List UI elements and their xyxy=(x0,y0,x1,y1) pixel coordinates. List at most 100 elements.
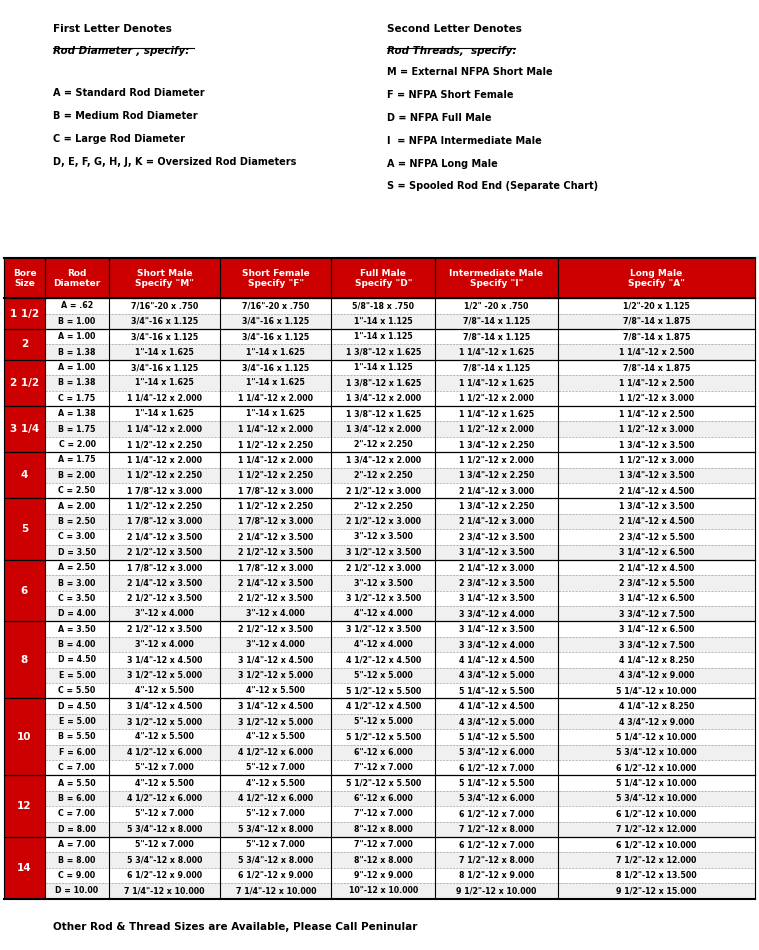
Text: 5 1/4"-12 x 10.000: 5 1/4"-12 x 10.000 xyxy=(616,686,697,695)
Text: A = 1.38: A = 1.38 xyxy=(58,409,96,418)
Text: 1"-14 x 1.625: 1"-14 x 1.625 xyxy=(135,378,194,388)
Bar xyxy=(45,760,755,775)
Text: 4 1/4"-12 x 4.500: 4 1/4"-12 x 4.500 xyxy=(458,656,534,664)
Text: 3 1/4"-12 x 6.500: 3 1/4"-12 x 6.500 xyxy=(619,594,694,603)
Text: 4 3/4"-12 x 5.000: 4 3/4"-12 x 5.000 xyxy=(458,671,534,680)
Text: 3 1/4"-12 x 3.500: 3 1/4"-12 x 3.500 xyxy=(458,625,534,634)
Text: Rod
Diameter: Rod Diameter xyxy=(53,269,101,288)
Text: 3 1/2"-12 x 5.000: 3 1/2"-12 x 5.000 xyxy=(238,717,313,726)
Text: 7/8"-14 x 1.125: 7/8"-14 x 1.125 xyxy=(463,317,530,326)
Text: 3"-12 x 3.500: 3"-12 x 3.500 xyxy=(354,579,413,587)
Text: 6 1/2"-12 x 9.000: 6 1/2"-12 x 9.000 xyxy=(238,871,313,880)
Text: 3 1/2"-12 x 5.000: 3 1/2"-12 x 5.000 xyxy=(127,671,202,680)
Bar xyxy=(4,775,45,837)
Text: Long Male
Specify "A": Long Male Specify "A" xyxy=(628,269,685,288)
Text: 1 1/4"-12 x 2.500: 1 1/4"-12 x 2.500 xyxy=(619,378,694,388)
Text: 7"-12 x 7.000: 7"-12 x 7.000 xyxy=(354,840,413,849)
Text: 4 1/2"-12 x 6.000: 4 1/2"-12 x 6.000 xyxy=(238,748,313,757)
Text: 1 7/8"-12 x 3.000: 1 7/8"-12 x 3.000 xyxy=(127,563,202,572)
Bar xyxy=(45,867,755,884)
Text: 2 1/2"-12 x 3.500: 2 1/2"-12 x 3.500 xyxy=(127,594,202,603)
Bar xyxy=(45,314,755,329)
Text: 6"-12 x 6.000: 6"-12 x 6.000 xyxy=(354,748,413,757)
Text: 10"-12 x 10.000: 10"-12 x 10.000 xyxy=(348,886,418,895)
Bar xyxy=(45,329,755,345)
Text: 4"-12 x 5.500: 4"-12 x 5.500 xyxy=(247,779,305,788)
Text: 3 1/2"-12 x 5.000: 3 1/2"-12 x 5.000 xyxy=(238,671,313,680)
Text: C = 2.50: C = 2.50 xyxy=(58,486,96,495)
Text: 2 1/4"-12 x 3.500: 2 1/4"-12 x 3.500 xyxy=(238,532,313,541)
Bar xyxy=(45,790,755,807)
Bar xyxy=(45,390,755,406)
Text: 2 1/4"-12 x 3.500: 2 1/4"-12 x 3.500 xyxy=(127,579,202,587)
Bar xyxy=(45,837,755,852)
Text: 5 1/4"-12 x 5.500: 5 1/4"-12 x 5.500 xyxy=(458,732,534,741)
Text: E = 5.00: E = 5.00 xyxy=(58,717,96,726)
Bar xyxy=(4,698,45,775)
Text: 2"-12 x 2.250: 2"-12 x 2.250 xyxy=(354,471,413,480)
Bar xyxy=(45,884,755,899)
Text: 5 3/4"-12 x 10.000: 5 3/4"-12 x 10.000 xyxy=(616,748,697,757)
Text: 3 3/4"-12 x 7.500: 3 3/4"-12 x 7.500 xyxy=(619,609,694,618)
Bar xyxy=(45,636,755,653)
Text: F = 6.00: F = 6.00 xyxy=(58,748,96,757)
Text: 5"-12 x 7.000: 5"-12 x 7.000 xyxy=(247,763,305,772)
Text: 5 1/2"-12 x 5.500: 5 1/2"-12 x 5.500 xyxy=(345,686,421,695)
Text: 1 1/4"-12 x 1.625: 1 1/4"-12 x 1.625 xyxy=(458,348,534,356)
Text: A = 5.50: A = 5.50 xyxy=(58,779,96,788)
Text: 1/2" -20 x .750: 1/2" -20 x .750 xyxy=(465,301,528,311)
Text: 7 1/2"-12 x 8.000: 7 1/2"-12 x 8.000 xyxy=(458,825,534,834)
Text: 10: 10 xyxy=(17,732,32,742)
Text: 2 1/4"-12 x 4.500: 2 1/4"-12 x 4.500 xyxy=(619,563,694,572)
Bar xyxy=(45,452,755,467)
Text: 1 3/8"-12 x 1.625: 1 3/8"-12 x 1.625 xyxy=(345,409,421,418)
Text: 7/8"-14 x 1.125: 7/8"-14 x 1.125 xyxy=(463,332,530,341)
Text: A = 7.00: A = 7.00 xyxy=(58,840,96,849)
Text: 1 7/8"-12 x 3.000: 1 7/8"-12 x 3.000 xyxy=(127,486,202,495)
Text: 1 7/8"-12 x 3.000: 1 7/8"-12 x 3.000 xyxy=(238,563,313,572)
Text: 1"-14 x 1.125: 1"-14 x 1.125 xyxy=(354,363,413,372)
Text: 5"-12 x 7.000: 5"-12 x 7.000 xyxy=(135,809,194,818)
Text: B = 2.50: B = 2.50 xyxy=(58,517,96,526)
Text: B = 1.75: B = 1.75 xyxy=(58,425,96,433)
Text: 1 3/4"-12 x 3.500: 1 3/4"-12 x 3.500 xyxy=(619,471,694,480)
Text: 5"-12 x 7.000: 5"-12 x 7.000 xyxy=(135,840,194,849)
Text: 1 3/4"-12 x 2.250: 1 3/4"-12 x 2.250 xyxy=(458,440,534,449)
Text: 3 1/4"-12 x 6.500: 3 1/4"-12 x 6.500 xyxy=(619,625,694,634)
Bar xyxy=(4,298,45,329)
Bar xyxy=(4,499,45,560)
Text: 5 3/4"-12 x 6.000: 5 3/4"-12 x 6.000 xyxy=(458,794,534,803)
Text: 6 1/2"-12 x 10.000: 6 1/2"-12 x 10.000 xyxy=(616,763,697,772)
Text: 3 3/4"-12 x 4.000: 3 3/4"-12 x 4.000 xyxy=(458,609,534,618)
Bar xyxy=(45,576,755,591)
Text: 3"-12 x 3.500: 3"-12 x 3.500 xyxy=(354,532,413,541)
Bar xyxy=(45,683,755,698)
Text: A = NFPA Long Male: A = NFPA Long Male xyxy=(387,159,498,169)
Text: 3"-12 x 4.000: 3"-12 x 4.000 xyxy=(135,640,194,649)
Text: B = 1.38: B = 1.38 xyxy=(58,378,96,388)
Text: 7/16"-20 x .750: 7/16"-20 x .750 xyxy=(242,301,310,311)
Text: 1 1/4"-12 x 2.500: 1 1/4"-12 x 2.500 xyxy=(619,348,694,356)
Text: 7 1/2"-12 x 12.000: 7 1/2"-12 x 12.000 xyxy=(616,856,697,864)
Bar xyxy=(4,560,45,621)
Text: 1 3/4"-12 x 3.500: 1 3/4"-12 x 3.500 xyxy=(619,502,694,510)
Bar xyxy=(4,360,45,406)
Text: 1 7/8"-12 x 3.000: 1 7/8"-12 x 3.000 xyxy=(238,486,313,495)
Text: 1 1/4"-12 x 2.000: 1 1/4"-12 x 2.000 xyxy=(238,425,313,433)
Text: 1 1/4"-12 x 1.625: 1 1/4"-12 x 1.625 xyxy=(458,409,534,418)
Text: 2 1/2"-12 x 3.500: 2 1/2"-12 x 3.500 xyxy=(127,548,202,557)
Text: 3 1/2"-12 x 3.500: 3 1/2"-12 x 3.500 xyxy=(345,625,421,634)
Text: D = 4.50: D = 4.50 xyxy=(58,702,96,711)
Text: 3 1/4"-12 x 4.500: 3 1/4"-12 x 4.500 xyxy=(127,656,203,664)
Text: 6 1/2"-12 x 7.000: 6 1/2"-12 x 7.000 xyxy=(458,809,534,818)
Text: 1 1/2"-12 x 2.250: 1 1/2"-12 x 2.250 xyxy=(127,502,202,510)
Text: S = Spooled Rod End (Separate Chart): S = Spooled Rod End (Separate Chart) xyxy=(387,181,598,192)
Text: Rod Threads,  specify:: Rod Threads, specify: xyxy=(387,46,517,56)
Bar xyxy=(45,467,755,483)
Text: M = External NFPA Short Male: M = External NFPA Short Male xyxy=(387,67,553,78)
Text: E = 5.00: E = 5.00 xyxy=(58,671,96,680)
Text: 3"-12 x 4.000: 3"-12 x 4.000 xyxy=(135,609,194,618)
Bar xyxy=(45,437,755,452)
Bar xyxy=(45,713,755,730)
Text: 3 1/4"-12 x 4.500: 3 1/4"-12 x 4.500 xyxy=(238,656,313,664)
